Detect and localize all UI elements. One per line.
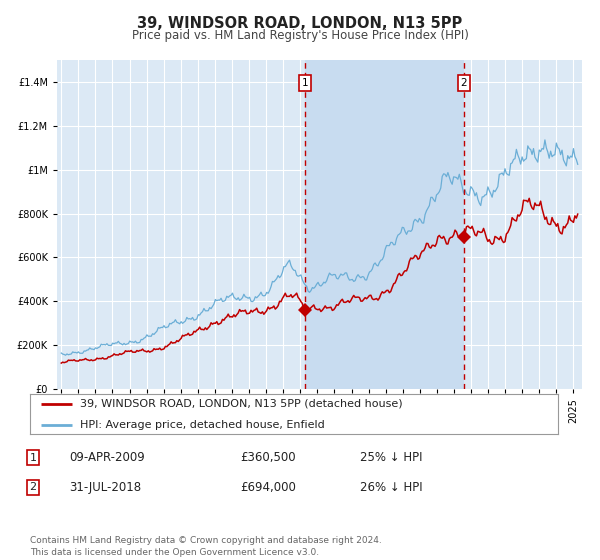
Text: Contains HM Land Registry data © Crown copyright and database right 2024.
This d: Contains HM Land Registry data © Crown c… [30,536,382,557]
Text: 26% ↓ HPI: 26% ↓ HPI [360,480,422,494]
Text: 1: 1 [302,78,308,88]
Text: 09-APR-2009: 09-APR-2009 [69,451,145,464]
Text: HPI: Average price, detached house, Enfield: HPI: Average price, detached house, Enfi… [80,420,325,430]
Text: £360,500: £360,500 [240,451,296,464]
Text: 2: 2 [461,78,467,88]
Bar [305,60,464,389]
Text: 25% ↓ HPI: 25% ↓ HPI [360,451,422,464]
Text: 2: 2 [29,482,37,492]
Text: 39, WINDSOR ROAD, LONDON, N13 5PP: 39, WINDSOR ROAD, LONDON, N13 5PP [137,16,463,31]
Text: 39, WINDSOR ROAD, LONDON, N13 5PP (detached house): 39, WINDSOR ROAD, LONDON, N13 5PP (detac… [80,399,403,409]
Text: Price paid vs. HM Land Registry's House Price Index (HPI): Price paid vs. HM Land Registry's House … [131,29,469,42]
Text: 1: 1 [29,452,37,463]
Text: 31-JUL-2018: 31-JUL-2018 [69,480,141,494]
Text: £694,000: £694,000 [240,480,296,494]
